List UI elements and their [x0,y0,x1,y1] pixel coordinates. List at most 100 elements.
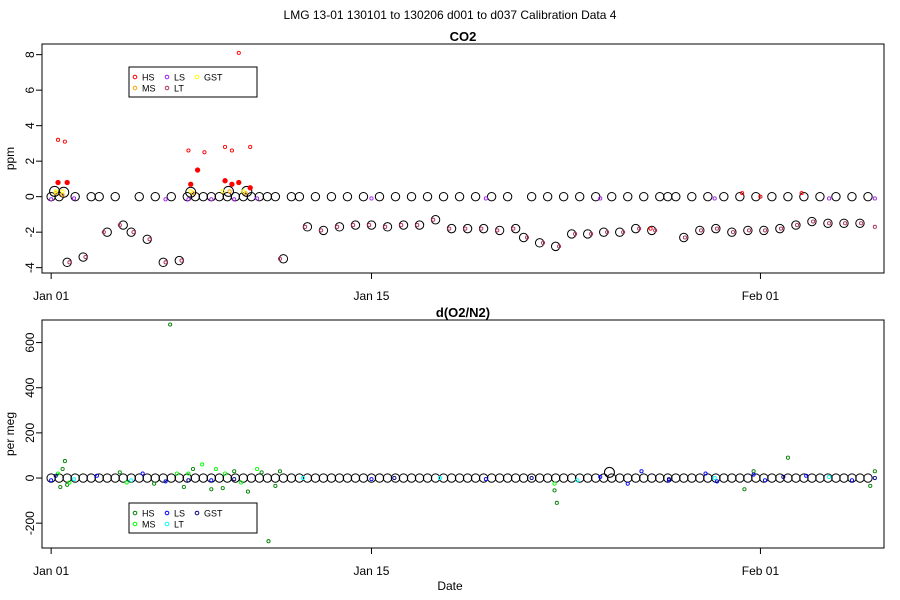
reference-marker [446,473,457,483]
reference-marker [687,191,697,202]
legend-symbol [132,85,138,91]
reference-marker [494,225,505,236]
y-tick-label: 4 [23,122,37,129]
y-axis-label: per meg [3,412,17,456]
data-point-ls [94,473,99,478]
reference-marker [743,473,753,483]
reference-marker [799,473,809,483]
reference-marker [126,227,136,237]
data-point-ls [712,196,717,201]
reference-marker [206,473,217,483]
y-tick-label: 6 [23,86,37,93]
reference-marker [502,473,513,483]
data-point-ls [140,471,145,476]
reference-marker [695,473,705,483]
reference-marker [671,473,681,483]
data-point-hs [872,469,877,474]
reference-marker [86,473,96,483]
reference-marker [695,225,705,236]
reference-marker [478,223,489,234]
reference-marker [262,191,273,202]
data-point-lt [511,226,516,231]
reference-marker [647,473,657,483]
data-point-ls [369,477,374,482]
data-point-ls [209,478,214,483]
reference-marker [703,191,713,202]
legend-symbol [132,510,138,516]
data-point-lt [415,223,420,228]
data-point-ls [598,196,603,201]
data-point-ms [174,471,180,476]
reference-marker [334,222,345,232]
data-point-ls [209,197,214,202]
reference-marker [326,191,337,202]
data-point-lt [653,228,658,233]
data-point-ms [227,189,232,194]
reference-marker [623,473,633,483]
y-tick-label: 200 [23,423,37,443]
reference-marker [791,473,801,483]
data-point-ms [55,471,61,476]
reference-marker [94,473,104,483]
x-tick-label: Feb 01 [742,289,780,303]
panel-title: CO2 [450,29,477,44]
reference-marker [839,218,849,228]
data-point-hs [758,194,763,199]
data-point-ms [255,466,260,472]
reference-marker [49,185,61,197]
data-point-hs [202,150,207,155]
data-point-lt [438,475,443,481]
reference-marker [185,186,197,198]
data-point-lt [730,230,736,235]
reference-marker [807,473,817,483]
data-point-ls [849,478,855,483]
data-point-gst [53,473,58,478]
reference-marker [518,232,529,243]
reference-marker [58,186,70,198]
reference-marker [767,191,777,202]
reference-marker [815,191,825,202]
reference-marker [823,218,833,228]
data-point-lt [811,219,816,224]
reference-marker [639,473,649,483]
data-point-lt [351,223,356,228]
data-point-ls [49,478,54,483]
data-point-gst [241,189,246,194]
reference-marker [486,191,497,202]
reference-marker [350,220,361,230]
reference-marker [86,191,96,202]
reference-marker [615,473,625,483]
data-point-hs [209,487,214,492]
data-point-gst [186,478,191,483]
data-point-lt [795,223,800,228]
data-point-gst [781,474,786,479]
reference-marker [278,254,289,264]
data-point-lt [872,224,877,229]
reference-marker [462,473,473,483]
reference-marker [526,473,537,483]
data-point-ls [625,481,630,486]
reference-marker [687,473,697,483]
reference-marker [743,225,753,236]
data-point-ls [483,196,488,201]
data-point-lt [383,224,388,229]
legend-symbol [164,510,170,516]
reference-marker [422,191,433,202]
reference-marker [94,191,104,202]
plot-frame [41,43,885,274]
reference-marker [671,191,681,202]
data-point-hs [273,483,278,488]
data-point-lt [712,475,717,481]
reference-marker [310,473,321,483]
data-point-hs [245,489,250,494]
data-point-hs [751,469,756,474]
reference-marker [623,191,633,202]
reference-marker [510,223,521,234]
reference-marker [398,220,409,230]
reference-marker [839,473,849,483]
data-point-lt [575,478,580,483]
data-point-hs [117,470,122,475]
legend-label: GST [204,73,223,83]
data-point-lt [179,258,184,263]
data-point-lt [557,244,562,249]
